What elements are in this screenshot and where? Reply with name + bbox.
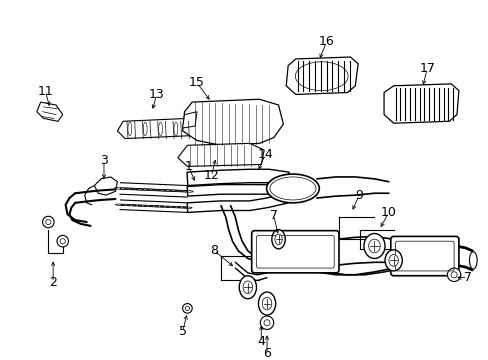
Circle shape [264, 320, 269, 326]
Text: 5: 5 [178, 325, 186, 338]
Ellipse shape [243, 281, 252, 293]
Text: 7: 7 [463, 271, 470, 284]
Polygon shape [186, 169, 288, 185]
Circle shape [46, 220, 51, 225]
Polygon shape [182, 112, 197, 128]
FancyBboxPatch shape [251, 231, 338, 273]
Text: 11: 11 [38, 85, 53, 98]
Ellipse shape [258, 292, 275, 315]
Polygon shape [37, 102, 62, 121]
Polygon shape [178, 143, 264, 166]
Text: 6: 6 [263, 347, 270, 360]
Text: 1: 1 [184, 160, 192, 173]
Text: 13: 13 [148, 88, 164, 101]
FancyBboxPatch shape [390, 237, 458, 276]
Ellipse shape [262, 297, 271, 310]
Ellipse shape [271, 230, 285, 249]
Circle shape [185, 306, 189, 311]
Text: 3: 3 [100, 154, 108, 167]
Text: 4: 4 [257, 336, 264, 348]
Circle shape [447, 268, 460, 282]
Circle shape [260, 316, 273, 329]
Polygon shape [182, 99, 283, 145]
Circle shape [182, 303, 192, 313]
Text: 2: 2 [49, 276, 57, 289]
Ellipse shape [388, 255, 398, 266]
Polygon shape [187, 193, 288, 212]
Text: 14: 14 [257, 148, 272, 161]
Polygon shape [285, 57, 357, 94]
Text: 15: 15 [189, 76, 204, 89]
Circle shape [42, 216, 54, 228]
Text: 17: 17 [418, 62, 434, 75]
Text: 9: 9 [354, 189, 362, 202]
Text: 7: 7 [269, 209, 277, 222]
Circle shape [60, 239, 65, 244]
Ellipse shape [266, 174, 319, 203]
Text: 12: 12 [203, 170, 219, 183]
Ellipse shape [384, 250, 402, 271]
Polygon shape [187, 179, 289, 196]
Circle shape [57, 235, 68, 247]
Polygon shape [117, 118, 194, 139]
Ellipse shape [468, 252, 476, 269]
Ellipse shape [239, 276, 256, 299]
Ellipse shape [363, 234, 384, 258]
Ellipse shape [368, 239, 380, 253]
Text: 8: 8 [210, 244, 218, 257]
Polygon shape [94, 177, 117, 195]
Text: 16: 16 [318, 35, 334, 48]
Circle shape [450, 272, 456, 278]
Text: 10: 10 [380, 206, 396, 219]
Ellipse shape [274, 234, 282, 244]
Polygon shape [383, 84, 458, 123]
